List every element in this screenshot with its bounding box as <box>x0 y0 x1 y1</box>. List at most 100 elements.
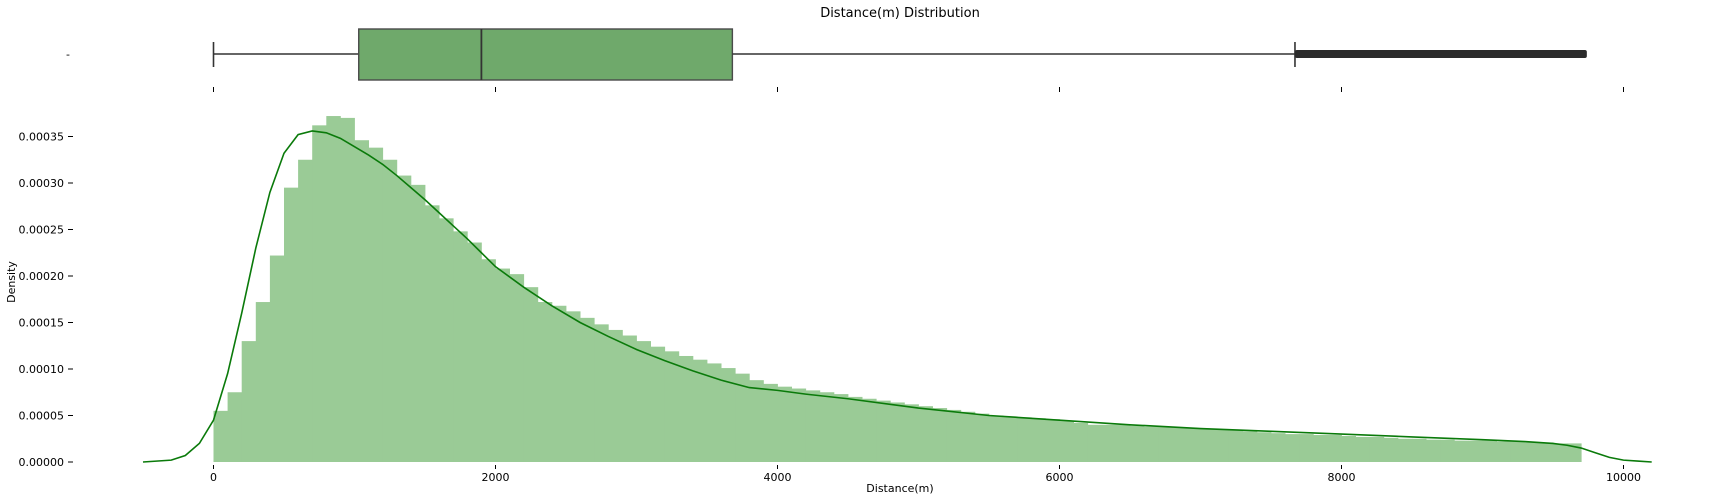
box-plot <box>212 28 1587 81</box>
box-outliers <box>1294 50 1587 58</box>
histogram-bar <box>833 394 849 462</box>
histogram-bar <box>707 363 722 462</box>
histogram-bar <box>819 392 835 462</box>
histogram-bar <box>918 406 933 462</box>
histogram-bar <box>255 302 271 462</box>
histogram-bar <box>425 205 440 462</box>
histogram-bar <box>312 125 327 462</box>
histogram-bar <box>439 218 454 462</box>
histogram-bar <box>989 415 1004 462</box>
histogram-bar <box>241 341 257 462</box>
histogram-bar <box>946 409 962 462</box>
histogram-bar <box>1158 426 1173 462</box>
histogram-bar <box>721 368 736 462</box>
histogram-bar <box>1271 433 1286 462</box>
histogram-bar <box>1017 417 1032 462</box>
histogram-bar <box>1327 435 1342 462</box>
histogram-bar <box>636 341 651 462</box>
hist-y-tick-label: 0.00010 <box>19 363 65 376</box>
histogram-bar <box>1468 440 1483 462</box>
histogram-bar <box>594 324 609 462</box>
histogram-bar <box>467 242 482 462</box>
histogram-bar <box>1397 438 1413 462</box>
hist-y-tick-label: 0.00025 <box>19 224 65 237</box>
histogram-bar <box>340 117 355 463</box>
histogram-bar <box>1510 441 1526 462</box>
histogram-bar <box>523 287 539 462</box>
histogram-bar <box>227 392 243 462</box>
histogram-bar <box>763 383 778 462</box>
histogram-bar <box>495 268 510 462</box>
hist-y-tick-label: 0.00015 <box>19 317 65 330</box>
histogram-bar <box>749 380 764 462</box>
hist-x-tick-label: 2000 <box>482 471 510 484</box>
hist-y-tick-label: 0.00035 <box>19 131 65 144</box>
histogram-bar <box>1059 421 1074 462</box>
hist-x-axis-label: Distance(m) <box>866 482 933 495</box>
histogram-bar <box>1440 439 1455 462</box>
histogram-bar <box>213 410 228 462</box>
histogram-bar <box>1256 432 1272 462</box>
histogram-bar <box>960 411 976 462</box>
histogram-bar <box>326 116 341 462</box>
histogram-bar <box>1242 431 1258 462</box>
histogram-bar <box>1172 427 1187 462</box>
histogram-bar <box>396 175 412 462</box>
histogram-bar <box>1101 424 1117 462</box>
histogram-bar <box>904 404 919 462</box>
histogram-bar <box>622 335 637 462</box>
histogram-bar <box>1426 439 1441 462</box>
box-iqr <box>358 28 734 81</box>
histogram-bar <box>848 396 863 462</box>
histogram-bar <box>537 302 553 462</box>
histogram-bar <box>1073 422 1089 462</box>
histogram-bar <box>368 147 384 462</box>
histogram-bar <box>1496 441 1512 462</box>
hist-y-tick-label: 0.00000 <box>19 456 65 469</box>
histogram-bar <box>932 408 948 462</box>
box-x-ticks <box>213 87 1624 92</box>
histogram-bar <box>1482 440 1497 462</box>
hist-x-tick-label: 0 <box>210 471 217 484</box>
histogram-bar <box>1383 437 1399 462</box>
histogram-bar <box>1087 424 1103 462</box>
histogram-bar <box>1341 435 1356 462</box>
histogram-bar <box>735 373 750 462</box>
histogram-bar <box>1045 419 1060 462</box>
histogram-bar <box>298 159 313 462</box>
histogram-bar <box>382 159 398 462</box>
histogram-bar <box>650 346 666 462</box>
histogram-bar <box>974 413 990 462</box>
histogram-bar <box>664 351 680 462</box>
histogram-bar <box>410 184 426 463</box>
histogram-bar <box>608 329 623 462</box>
hist-x-ticks: 0 2000 4000 6000 8000 10000 <box>210 465 1641 484</box>
histogram-bar <box>862 398 877 462</box>
hist-x-tick-label: 6000 <box>1046 471 1074 484</box>
histogram-bar <box>876 400 891 462</box>
histogram-bar <box>1130 425 1145 462</box>
histogram-bar <box>777 386 792 462</box>
histogram-bar <box>1454 440 1469 462</box>
histogram-bar <box>1115 424 1131 462</box>
hist-x-tick-label: 10000 <box>1606 471 1641 484</box>
histogram-bar <box>354 140 369 462</box>
hist-y-tick-label: 0.00005 <box>19 410 65 423</box>
histogram-bar <box>1228 430 1244 462</box>
histogram-bar <box>791 388 807 462</box>
histogram-bar <box>284 187 299 462</box>
hist-y-tick-label: 0.00030 <box>19 177 65 190</box>
hist-x-tick-label: 8000 <box>1328 471 1356 484</box>
histogram-bar <box>1412 438 1427 462</box>
histogram-bar <box>1031 418 1046 462</box>
histogram-bar <box>1355 436 1371 462</box>
histogram-bar <box>1369 436 1385 462</box>
histogram-bar <box>1200 428 1215 462</box>
histogram-bar <box>1186 428 1201 462</box>
histogram-bar <box>481 259 496 462</box>
histogram-bar <box>1524 442 1540 462</box>
histogram-bar <box>269 255 285 462</box>
histogram-bar <box>1214 429 1230 462</box>
box-y-tick-label: - <box>66 48 70 61</box>
